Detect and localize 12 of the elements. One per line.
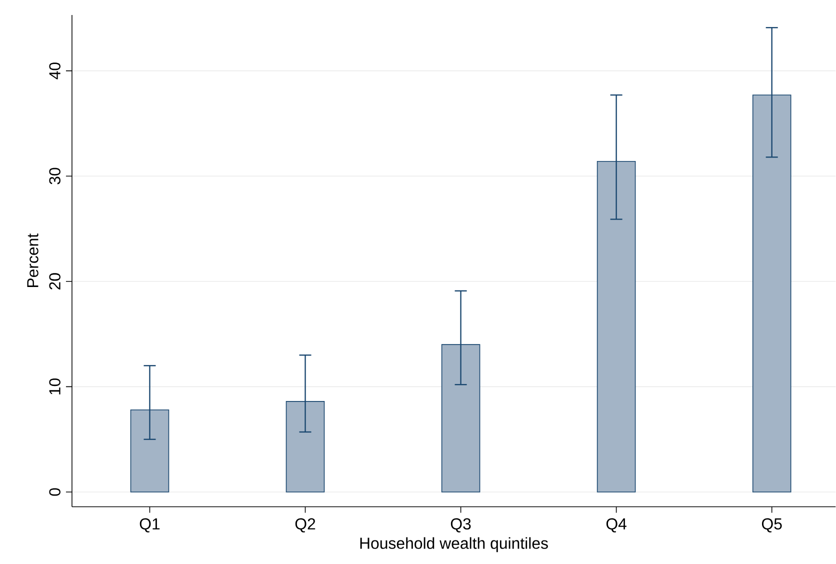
x-tick-label: Q2	[295, 518, 316, 533]
x-tick-label: Q3	[450, 518, 471, 533]
y-tick-label: 30	[49, 168, 60, 184]
y-tick-label: 40	[49, 62, 60, 80]
y-tick-label: 0	[49, 488, 60, 496]
x-axis-title: Household wealth quintiles	[360, 537, 548, 552]
y-tick-label: 10	[49, 378, 60, 394]
y-axis-title: Percent	[27, 234, 38, 288]
y-tick-label: 20	[49, 273, 60, 290]
x-tick-label: Q5	[762, 518, 782, 533]
x-tick-label: Q1	[140, 518, 160, 533]
x-tick-label: Q4	[606, 518, 626, 533]
